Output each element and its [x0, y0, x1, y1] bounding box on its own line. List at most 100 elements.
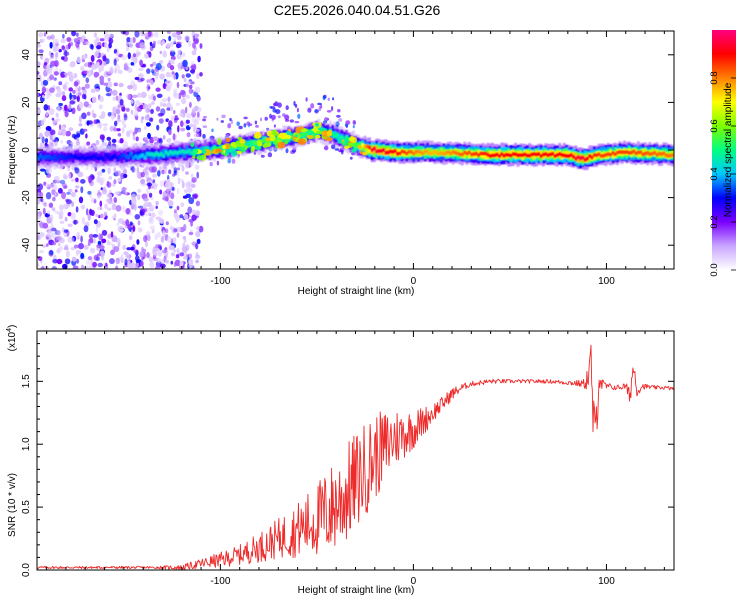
ridge-cell [115, 155, 119, 160]
noise-speckle [140, 260, 144, 267]
ridge-cell [428, 151, 432, 156]
ridge-cell [166, 152, 170, 156]
ridge-blob [233, 144, 237, 149]
noise-speckle [170, 55, 176, 61]
ridge-cell [396, 151, 399, 156]
ridge-blob [202, 149, 207, 154]
figure-title: C2E5.2026.040.04.51.G26 [274, 2, 441, 18]
noise-speckle [134, 214, 141, 220]
ridge-cell [71, 154, 75, 159]
ridge-cell [104, 154, 108, 161]
colorbar-ticks: 0.0 0.2 0.4 0.6 0.8 [709, 71, 736, 277]
colorbar-tick-label: 0.8 [709, 71, 720, 84]
noise-speckle [102, 186, 107, 192]
ridge-cell [558, 152, 562, 156]
ridge-cell [37, 152, 40, 160]
ridge-cell [152, 152, 156, 157]
noise-speckle [159, 73, 166, 80]
noise-speckle [52, 45, 58, 53]
noise-speckle [75, 140, 80, 146]
noise-speckle [57, 87, 62, 95]
noise-speckle [37, 262, 40, 267]
noise-speckle [59, 204, 64, 212]
noise-speckle [42, 222, 49, 229]
noise-speckle [100, 187, 104, 191]
noise-speckle [80, 186, 84, 194]
noise-speckle [134, 76, 140, 81]
ridge-cell [507, 153, 511, 157]
noise-speckle [137, 194, 141, 201]
snr-y-axis-label: SNR (10 * v/v) [7, 473, 18, 537]
noise-speckle [155, 62, 162, 71]
noise-speckle [67, 223, 73, 227]
noise-speckle [63, 175, 68, 180]
noise-speckle [141, 246, 144, 253]
noise-speckle [155, 106, 161, 112]
noise-speckle [61, 129, 67, 137]
noise-speckle [162, 50, 167, 58]
noise-speckle [187, 206, 193, 214]
noise-speckle [168, 35, 172, 42]
noise-speckle [198, 225, 204, 233]
noise-speckle [63, 229, 69, 233]
spec-y-tick-label: 0 [21, 147, 32, 153]
ridge-cell [613, 152, 617, 157]
noise-speckle [125, 107, 130, 112]
noise-speckle [282, 113, 286, 117]
ridge-cell [361, 144, 365, 152]
noise-speckle [173, 88, 178, 94]
noise-speckle [80, 235, 83, 243]
noise-speckle [75, 258, 80, 264]
noise-speckle [68, 172, 72, 180]
noise-speckle [57, 187, 63, 194]
noise-speckle [170, 252, 176, 257]
noise-speckle [89, 43, 94, 50]
noise-speckle [89, 247, 96, 254]
ridge-blob [215, 148, 222, 153]
noise-speckle [145, 122, 151, 127]
noise-speckle [216, 160, 220, 166]
ridge-cell [57, 154, 61, 159]
noise-speckle [170, 51, 173, 57]
noise-speckle [143, 235, 148, 243]
noise-speckle [196, 171, 199, 179]
noise-speckle [83, 54, 87, 60]
noise-speckle [176, 169, 179, 177]
noise-speckle [54, 119, 59, 124]
noise-speckle [44, 138, 49, 144]
noise-speckle [75, 86, 79, 93]
noise-speckle [133, 249, 139, 254]
colorbar-tick-label: 0.2 [709, 215, 720, 228]
ridge-cell [449, 151, 453, 156]
noise-speckle [45, 236, 49, 240]
noise-speckle [273, 124, 276, 128]
ridge-cell [368, 145, 372, 150]
noise-speckle [136, 262, 140, 266]
ridge-cell [97, 156, 101, 161]
noise-speckle [41, 265, 45, 269]
noise-speckle [132, 83, 137, 91]
ridge-cell [634, 151, 638, 156]
ridge-cell [539, 150, 543, 158]
noise-speckle [131, 94, 138, 99]
noise-speckle [78, 196, 84, 204]
noise-speckle [105, 58, 110, 65]
ridge-cell [574, 156, 578, 161]
noise-speckle [176, 248, 180, 253]
noise-speckle [317, 102, 322, 106]
noise-speckle [93, 219, 98, 225]
ridge-cell [125, 155, 128, 163]
snr-axes: -100 0 100 0.0 0.5 1.0 1.5 [21, 331, 674, 587]
ridge-cell [104, 152, 108, 157]
noise-speckle [105, 34, 110, 39]
noise-speckle [96, 244, 101, 249]
noise-speckle [152, 61, 157, 66]
noise-speckle [53, 175, 60, 181]
noise-speckle [165, 221, 169, 226]
ridge-cell [623, 150, 626, 155]
noise-speckle [159, 180, 165, 188]
noise-speckle [192, 194, 198, 200]
ridge-cell [150, 153, 154, 160]
ridge-cell [391, 149, 395, 154]
noise-speckle [64, 258, 71, 265]
